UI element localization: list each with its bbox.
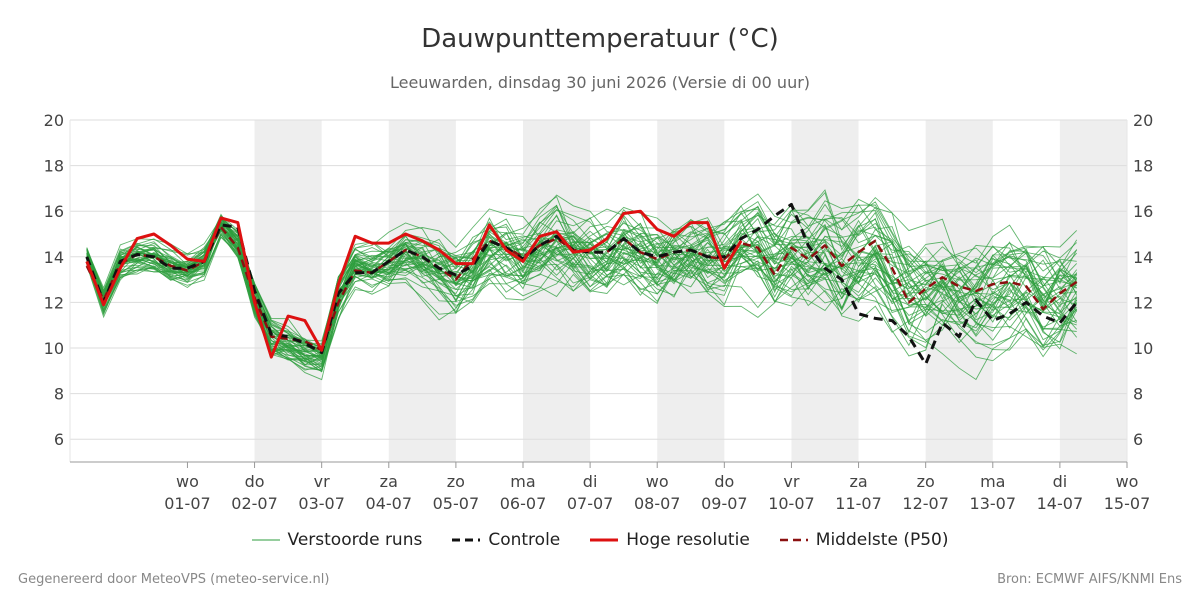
footer-credit: Gegenereerd door MeteoVPS (meteo-service…: [18, 572, 330, 587]
x-tick-day-label: di: [583, 472, 598, 491]
legend-item-p50: Middelste (P50): [779, 530, 949, 550]
x-tick-date-label: 14-07: [1037, 494, 1084, 513]
x-tick-date-label: 01-07: [164, 494, 211, 513]
ensemble-member-line: [86, 214, 1078, 356]
y-tick-label-right: 12: [1133, 293, 1153, 312]
y-tick-label-right: 18: [1133, 157, 1153, 176]
x-tick-date-label: 13-07: [970, 494, 1017, 513]
x-tick-day-label: do: [245, 472, 265, 491]
x-tick-day-label: ma: [510, 472, 535, 491]
chart-title: Dauwpunttemperatuur (°C): [421, 24, 779, 54]
x-tick-day-label: za: [849, 472, 867, 491]
x-tick-date-label: 15-07: [1104, 494, 1151, 513]
y-tick-label-left: 6: [54, 430, 64, 449]
y-tick-label-right: 8: [1133, 385, 1143, 404]
legend-label-p50: Middelste (P50): [815, 530, 949, 550]
y-tick-label-right: 14: [1133, 248, 1153, 267]
y-tick-label-left: 16: [44, 202, 64, 221]
legend-label-controle: Controle: [488, 530, 561, 550]
legend-swatch-hoge-resolutie: [590, 538, 619, 542]
legend-swatch-controle: [452, 538, 481, 542]
x-tick-date-label: 02-07: [231, 494, 278, 513]
x-tick-date-label: 08-07: [634, 494, 681, 513]
x-tick-day-label: di: [1053, 472, 1068, 491]
legend-item-hoge-resolutie: Hoge resolutie: [590, 530, 750, 550]
footer-source: Bron: ECMWF AIFS/KNMI Ens: [997, 572, 1182, 587]
y-tick-label-right: 16: [1133, 202, 1153, 221]
x-tick-date-label: 10-07: [768, 494, 815, 513]
x-tick-date-label: 03-07: [298, 494, 345, 513]
legend-label-ensemble: Verstoorde runs: [287, 530, 423, 550]
legend-label-hoge-resolutie: Hoge resolutie: [626, 530, 750, 550]
legend-swatch-p50: [779, 538, 808, 542]
weekend-band: [388, 120, 456, 462]
legend-swatch-ensemble: [251, 539, 280, 541]
x-tick-date-label: 06-07: [500, 494, 547, 513]
weekend-band: [657, 120, 725, 462]
y-tick-label-right: 20: [1133, 111, 1153, 130]
weekend-band: [254, 120, 322, 462]
x-tick-date-label: 09-07: [701, 494, 748, 513]
x-tick-day-label: zo: [447, 472, 465, 491]
x-tick-date-label: 07-07: [567, 494, 614, 513]
y-tick-label-left: 14: [44, 248, 64, 267]
y-tick-label-left: 12: [44, 293, 64, 312]
x-tick-day-label: za: [380, 472, 398, 491]
y-tick-label-right: 10: [1133, 339, 1153, 358]
x-tick-day-label: ma: [980, 472, 1005, 491]
x-tick-day-label: vr: [314, 472, 330, 491]
chart-legend: Verstoorde runs Controle Hoge resolutie …: [0, 530, 1200, 550]
x-tick-day-label: vr: [783, 472, 799, 491]
y-tick-label-left: 10: [44, 339, 64, 358]
chart-subtitle: Leeuwarden, dinsdag 30 juni 2026 (Versie…: [389, 73, 811, 92]
x-tick-day-label: zo: [917, 472, 935, 491]
ensemble-member-line: [86, 196, 1077, 357]
y-tick-label-left: 18: [44, 157, 64, 176]
x-tick-date-label: 04-07: [366, 494, 413, 513]
series-line-hoge-resolutie: [85, 209, 743, 359]
x-tick-day-label: wo: [1116, 472, 1139, 491]
x-tick-day-label: wo: [646, 472, 669, 491]
x-tick-day-label: wo: [176, 472, 199, 491]
y-tick-label-left: 20: [44, 111, 64, 130]
weekend-band: [1059, 120, 1127, 462]
x-tick-day-label: do: [714, 472, 734, 491]
x-tick-date-label: 11-07: [835, 494, 882, 513]
y-tick-label-right: 6: [1133, 430, 1143, 449]
legend-item-controle: Controle: [452, 530, 560, 550]
x-tick-date-label: 12-07: [902, 494, 949, 513]
y-tick-label-left: 8: [54, 385, 64, 404]
legend-item-ensemble: Verstoorde runs: [251, 530, 423, 550]
x-tick-date-label: 05-07: [433, 494, 480, 513]
